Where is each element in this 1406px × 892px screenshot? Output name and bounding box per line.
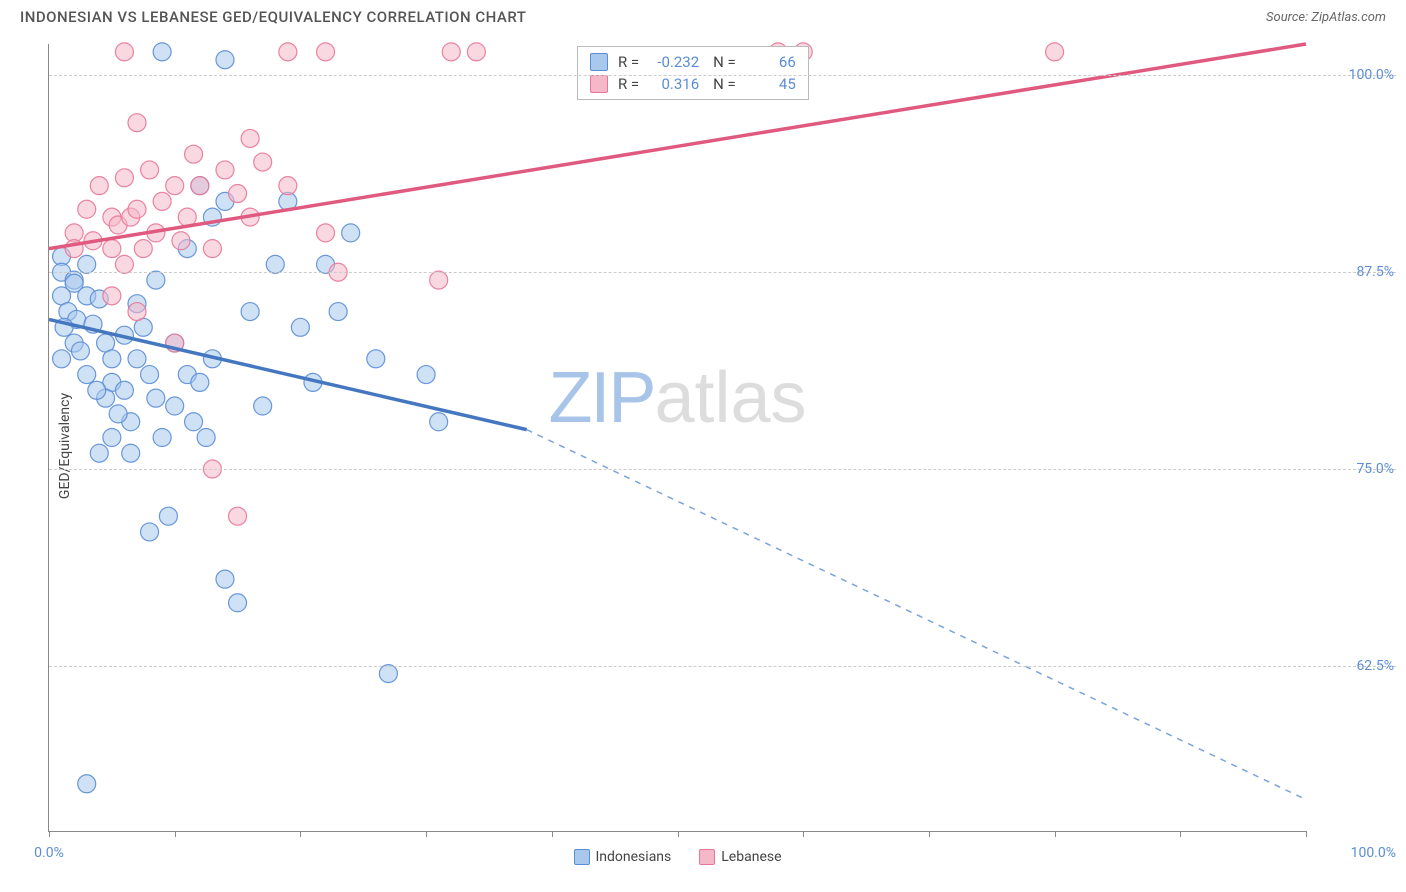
legend-swatch (699, 849, 715, 865)
scatter-point (90, 444, 108, 462)
stats-n-value: 45 (742, 75, 796, 93)
scatter-point (147, 271, 165, 289)
scatter-point (442, 43, 460, 61)
scatter-point (379, 665, 397, 683)
scatter-point (197, 429, 215, 447)
scatter-point (115, 43, 133, 61)
scatter-point (153, 429, 171, 447)
scatter-point (71, 342, 89, 360)
trend-line-dashed (527, 430, 1306, 800)
scatter-point (229, 185, 247, 203)
scatter-point (430, 413, 448, 431)
stats-n-value: 66 (742, 53, 796, 71)
scatter-point (279, 43, 297, 61)
scatter-point (141, 161, 159, 179)
scatter-point (159, 507, 177, 525)
scatter-point (103, 429, 121, 447)
scatter-point (216, 51, 234, 69)
scatter-point (88, 381, 106, 399)
scatter-point (78, 200, 96, 218)
legend-label: Lebanese (721, 849, 781, 865)
scatter-point (430, 271, 448, 289)
scatter-point (241, 303, 259, 321)
scatter-point (147, 389, 165, 407)
scatter-point (78, 366, 96, 384)
series-legend: Indonesians Lebanese (573, 849, 781, 865)
stats-legend-box: R = -0.232 N = 66 R = 0.316 N = 45 (577, 46, 809, 100)
scatter-point (78, 775, 96, 793)
scatter-point (78, 255, 96, 273)
scatter-point (291, 318, 309, 336)
scatter-point (134, 240, 152, 258)
scatter-point (329, 303, 347, 321)
scatter-point (115, 169, 133, 187)
legend-label: Indonesians (595, 849, 671, 865)
chart-plot-area: ZIPatlas R = -0.232 N = 66 R = 0.316 N =… (48, 44, 1306, 832)
stats-r-value: 0.316 (645, 75, 699, 93)
scatter-point (191, 373, 209, 391)
scatter-point (172, 232, 190, 250)
scatter-point (141, 366, 159, 384)
stats-row-indonesians: R = -0.232 N = 66 (590, 51, 796, 73)
scatter-point (203, 240, 221, 258)
scatter-point (141, 523, 159, 541)
legend-item-indonesians: Indonesians (573, 849, 671, 865)
scatter-point (103, 240, 121, 258)
scatter-point (53, 350, 71, 368)
y-tick-label: 62.5% (1314, 658, 1394, 674)
scatter-svg (49, 44, 1306, 831)
y-tick-label: 100.0% (1314, 67, 1394, 83)
scatter-point (115, 255, 133, 273)
scatter-point (185, 413, 203, 431)
scatter-point (229, 507, 247, 525)
scatter-point (417, 366, 435, 384)
scatter-point (216, 161, 234, 179)
scatter-point (166, 397, 184, 415)
source-attribution: Source: ZipAtlas.com (1266, 10, 1386, 25)
scatter-point (185, 145, 203, 163)
stats-r-value: -0.232 (645, 53, 699, 71)
scatter-point (153, 43, 171, 61)
scatter-point (216, 570, 234, 588)
scatter-point (90, 177, 108, 195)
scatter-point (153, 192, 171, 210)
legend-item-lebanese: Lebanese (699, 849, 781, 865)
scatter-point (115, 381, 133, 399)
x-tick-label: 100.0% (1351, 845, 1396, 861)
y-tick-label: 75.0% (1314, 461, 1394, 477)
scatter-point (254, 397, 272, 415)
scatter-point (103, 350, 121, 368)
scatter-point (254, 153, 272, 171)
scatter-point (342, 224, 360, 242)
scatter-point (1046, 43, 1064, 61)
chart-title: INDONESIAN VS LEBANESE GED/EQUIVALENCY C… (20, 8, 526, 26)
scatter-point (241, 129, 259, 147)
scatter-point (191, 177, 209, 195)
scatter-point (317, 43, 335, 61)
scatter-point (109, 405, 127, 423)
x-tick-label: 0.0% (34, 845, 64, 861)
scatter-point (229, 594, 247, 612)
stats-swatch (590, 75, 608, 93)
scatter-point (128, 114, 146, 132)
scatter-point (166, 177, 184, 195)
header: INDONESIAN VS LEBANESE GED/EQUIVALENCY C… (0, 0, 1406, 30)
scatter-point (103, 287, 121, 305)
scatter-point (128, 350, 146, 368)
scatter-point (317, 224, 335, 242)
scatter-point (266, 255, 284, 273)
stats-swatch (590, 53, 608, 71)
scatter-point (128, 303, 146, 321)
y-tick-label: 87.5% (1314, 264, 1394, 280)
scatter-point (279, 177, 297, 195)
scatter-point (122, 444, 140, 462)
scatter-point (128, 200, 146, 218)
scatter-point (467, 43, 485, 61)
legend-swatch (573, 849, 589, 865)
scatter-point (367, 350, 385, 368)
